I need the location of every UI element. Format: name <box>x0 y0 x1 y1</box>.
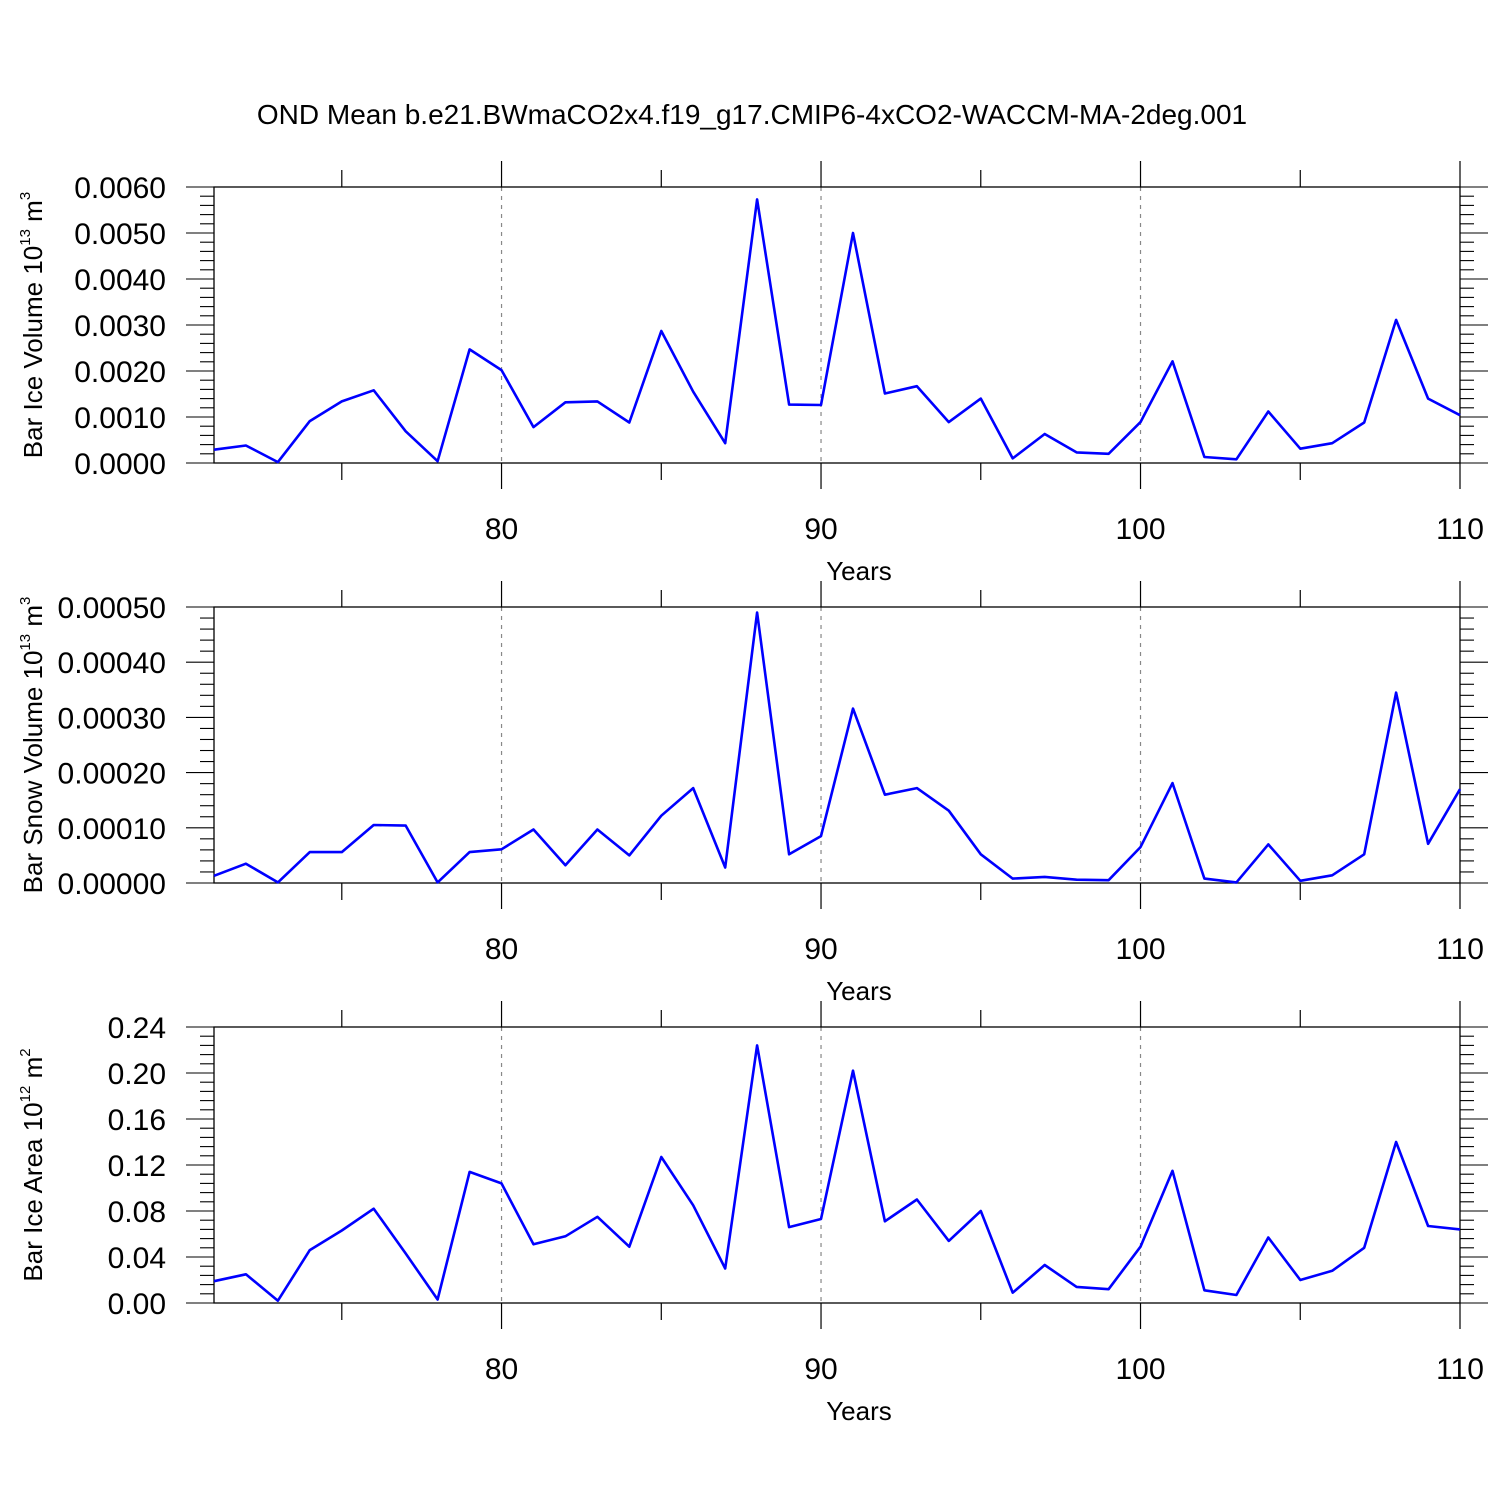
x-tick-label: 100 <box>1115 513 1165 546</box>
plot-frame <box>213 606 1461 884</box>
x-tick-label: 90 <box>804 933 837 966</box>
y-tick-label: 0.00020 <box>58 758 166 791</box>
x-tick-label: 80 <box>485 1353 518 1386</box>
y-tick-label: 0.0000 <box>74 448 166 481</box>
figure-title: OND Mean b.e21.BWmaCO2x4.f19_g17.CMIP6-4… <box>257 99 1247 130</box>
series-line <box>213 1044 1461 1302</box>
y-tick-label: 0.16 <box>108 1104 166 1137</box>
plot-frame <box>213 1026 1461 1304</box>
y-tick-label: 0.20 <box>108 1058 166 1091</box>
y-axis-title: Bar Ice Volume 1013 m3 <box>17 192 48 458</box>
y-tick-label: 0.00040 <box>58 647 166 680</box>
x-axis-title: Years <box>826 1396 892 1426</box>
x-tick-label: 90 <box>804 1353 837 1386</box>
y-tick-label: 0.12 <box>108 1150 166 1183</box>
panel-snow-volume: 0.00000 0.00010 0.00020 0.00030 0.00040 0.000… <box>17 581 1488 1006</box>
y-tick-label: 0.00 <box>108 1288 166 1321</box>
x-tick-label: 110 <box>1436 513 1484 546</box>
y-tick-label: 0.0040 <box>74 264 166 297</box>
y-axis-title: Bar Snow Volume 1013 m3 <box>17 597 48 894</box>
x-axis-title: Years <box>826 976 892 1006</box>
x-axis-title: Years <box>826 556 892 586</box>
series-line <box>213 611 1462 884</box>
x-tick-label: 90 <box>804 513 837 546</box>
y-tick-label: 0.00000 <box>58 868 166 901</box>
x-tick-label: 110 <box>1436 933 1484 966</box>
y-tick-label: 0.0050 <box>74 218 166 251</box>
x-tick-label: 100 <box>1115 933 1165 966</box>
y-tick-label: 0.0030 <box>74 310 166 343</box>
y-axis-title: Bar Ice Area 1012 m2 <box>17 1048 48 1281</box>
x-tick-label: 80 <box>485 513 518 546</box>
series-line <box>213 198 1461 464</box>
y-tick-label: 0.04 <box>108 1242 166 1275</box>
y-tick-label: 0.00030 <box>58 702 166 735</box>
y-tick-label: 0.00050 <box>58 592 166 625</box>
y-tick-label: 0.00010 <box>58 813 166 846</box>
x-tick-label: 80 <box>485 933 518 966</box>
x-tick-label: 110 <box>1436 1353 1484 1386</box>
panel-ice-volume: 0.0000 0.0010 0.0020 0.0030 0.0040 0.0050 0.00… <box>17 161 1488 586</box>
panel-ice-area: 0.00 0.04 0.08 0.12 0.16 0.20 0.24 80 90 100 110 Ye… <box>17 1001 1488 1426</box>
y-tick-label: 0.08 <box>108 1196 166 1229</box>
x-tick-label: 100 <box>1115 1353 1165 1386</box>
y-tick-label: 0.0020 <box>74 356 166 389</box>
y-tick-label: 0.24 <box>108 1012 166 1045</box>
y-tick-label: 0.0060 <box>74 172 166 205</box>
y-tick-label: 0.0010 <box>74 402 166 435</box>
